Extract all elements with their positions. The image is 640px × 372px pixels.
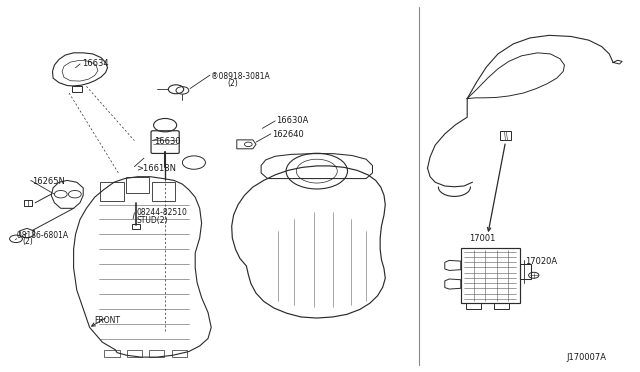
Text: (2): (2) bbox=[22, 237, 33, 246]
Text: >16618N: >16618N bbox=[136, 164, 177, 173]
Text: (2): (2) bbox=[227, 79, 238, 88]
Text: 162640: 162640 bbox=[272, 130, 304, 139]
Bar bbox=[500, 131, 511, 140]
Text: ®08918-3081A: ®08918-3081A bbox=[211, 72, 270, 81]
Text: 16630: 16630 bbox=[154, 137, 180, 146]
Text: 08244-82510: 08244-82510 bbox=[136, 208, 187, 217]
Text: STUD(2): STUD(2) bbox=[136, 216, 168, 225]
Text: 16634: 16634 bbox=[82, 60, 109, 68]
Bar bbox=[520, 264, 531, 279]
Text: 17020A: 17020A bbox=[525, 257, 557, 266]
Bar bbox=[461, 248, 520, 303]
Text: 17001: 17001 bbox=[469, 234, 495, 243]
Text: FRONT: FRONT bbox=[95, 316, 121, 325]
Text: 16265N: 16265N bbox=[32, 177, 65, 186]
Text: 16630A: 16630A bbox=[276, 116, 309, 125]
Text: J170007A: J170007A bbox=[566, 353, 607, 362]
Text: ¸08186-6801A: ¸08186-6801A bbox=[14, 231, 69, 240]
